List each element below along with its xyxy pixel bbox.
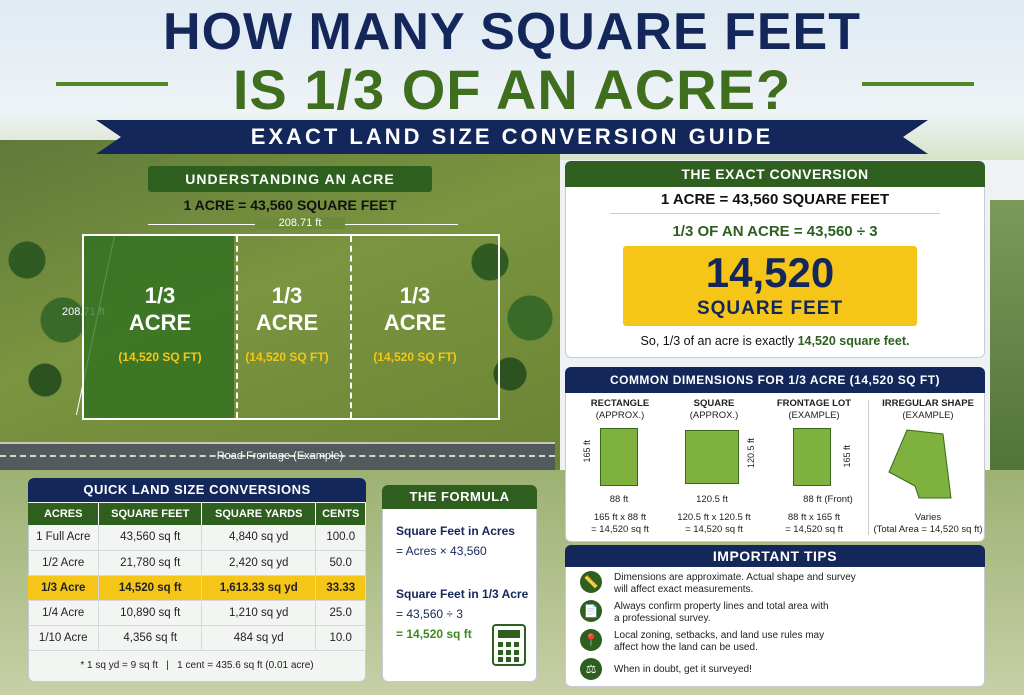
rectangle-bottom-dim: 88 ft: [609, 494, 629, 505]
calculator-icon: [492, 624, 526, 666]
col-acres: ACRES: [28, 503, 100, 525]
irregular-shape: [888, 429, 952, 499]
cell: 1,210 sq yd: [201, 600, 317, 626]
cell: 4,356 sq ft: [98, 625, 202, 651]
formula-line-3: Square Feet in 1/3 Acre: [396, 587, 529, 601]
tips-card: [565, 545, 985, 687]
formula-line-5: = 14,520 sq ft: [396, 627, 472, 641]
title-decoration-left: [56, 82, 168, 86]
square-side-dim: 120.5 ft: [746, 438, 756, 469]
square-bottom-dim: 120.5 ft: [696, 494, 728, 505]
lot-divider-2: [350, 236, 352, 418]
understanding-heading: UNDERSTANDING AN ACRE: [148, 166, 432, 192]
title-line-1: HOW MANY SQUARE FEET: [163, 3, 861, 61]
cell: 1/3 Acre: [28, 575, 100, 601]
cell: 1,613.33 sq yd: [201, 575, 317, 601]
irregular-title: IRREGULAR SHAPE (EXAMPLE): [882, 398, 974, 421]
lot-3-label: 1/3 ACRE (14,520 SQ FT): [373, 283, 457, 364]
conversion-summary: So, 1/3 of an acre is exactly 14,520 squ…: [640, 334, 910, 348]
cell: 1/10 Acre: [28, 625, 100, 651]
conversion-line-1: 1 ACRE = 43,560 SQUARE FEET: [660, 191, 890, 208]
table-row: 1/2 Acre 21,780 sq ft 2,420 sq yd 50.0: [28, 550, 366, 576]
subtitle-ribbon: EXACT LAND SIZE CONVERSION GUIDE: [96, 120, 928, 154]
tip-3: Local zoning, setbacks, and land use rul…: [614, 630, 825, 653]
location-pin-icon: 📍: [580, 629, 602, 651]
cell: 484 sq yd: [201, 625, 317, 651]
formula-line-2: = Acres × 43,560: [396, 544, 487, 558]
result-number: 14,520: [705, 249, 835, 296]
col-square-yards: SQUARE YARDS: [201, 503, 317, 525]
result-unit: SQUARE FEET: [696, 298, 844, 319]
tips-heading: IMPORTANT TIPS: [565, 545, 985, 567]
cell: 50.0: [315, 550, 366, 576]
frontage-side-dim: 165 ft: [842, 445, 852, 468]
cell: 43,560 sq ft: [98, 525, 202, 551]
cell: 100.0: [315, 525, 366, 551]
quick-heading: QUICK LAND SIZE CONVERSIONS: [28, 478, 366, 502]
rectangle-title: RECTANGLE (APPROX.): [590, 398, 650, 421]
quick-footnote: * 1 sq yd = 9 sq ft | 1 cent = 435.6 sq …: [80, 660, 314, 671]
lot-1: [84, 236, 234, 418]
acre-fact: 1 ACRE = 43,560 SQUARE FEET: [183, 197, 397, 213]
frontage-title: FRONTAGE LOT (EXAMPLE): [776, 398, 852, 421]
cell: 33.33: [315, 575, 366, 601]
cell: 25.0: [315, 600, 366, 626]
dimensions-divider: [868, 400, 869, 535]
lot-2-label: 1/3 ACRE (14,520 SQ FT): [245, 283, 329, 364]
col-square-feet: SQUARE FEET: [98, 503, 202, 525]
rectangle-formula: 165 ft x 88 ft = 14,520 sq ft: [591, 512, 649, 535]
table-row: 1/4 Acre 10,890 sq ft 1,210 sq yd 25.0: [28, 600, 366, 626]
width-label: 208.71 ft: [255, 217, 345, 229]
frontage-bottom-dim: 88 ft (Front): [803, 494, 853, 505]
square-shape: [685, 430, 739, 484]
cell: 14,520 sq ft: [98, 575, 202, 601]
quick-table: ACRES SQUARE FEET SQUARE YARDS CENTS 1 F…: [28, 503, 366, 651]
rectangle-shape: [600, 428, 638, 486]
square-title: SQUARE (APPROX.): [689, 398, 739, 421]
ruler-icon: 📏: [580, 571, 602, 593]
tip-2: Always confirm property lines and total …: [614, 601, 829, 624]
tip-4: When in doubt, get it surveyed!: [614, 664, 752, 675]
conversion-line-2: 1/3 OF AN ACRE = 43,560 ÷ 3: [672, 223, 878, 240]
square-formula: 120.5 ft x 120.5 ft = 14,520 sq ft: [677, 512, 751, 535]
tree-line-left: [0, 140, 90, 440]
scales-icon: ⚖: [580, 658, 602, 680]
irregular-formula: Varies (Total Area = 14,520 sq ft): [873, 512, 983, 535]
dimensions-heading: COMMON DIMENSIONS FOR 1/3 ACRE (14,520 S…: [565, 367, 985, 393]
cell: 21,780 sq ft: [98, 550, 202, 576]
cell: 1/2 Acre: [28, 550, 100, 576]
tip-1: Dimensions are approximate. Actual shape…: [614, 572, 856, 595]
table-row-highlighted: 1/3 Acre 14,520 sq ft 1,613.33 sq yd 33.33: [28, 575, 366, 601]
formula-heading: THE FORMULA: [382, 485, 537, 509]
cell: 1/4 Acre: [28, 600, 100, 626]
cell: 4,840 sq yd: [201, 525, 317, 551]
road-center-line: [0, 455, 555, 457]
formula-line-4: = 43,560 ÷ 3: [396, 607, 463, 621]
frontage-formula: 88 ft x 165 ft = 14,520 sq ft: [785, 512, 843, 535]
acre-outline: [82, 234, 500, 420]
cell: 1 Full Acre: [28, 525, 100, 551]
result-box: [623, 246, 917, 326]
lot-divider-1: [236, 236, 238, 418]
title-decoration-right: [862, 82, 974, 86]
table-row: 1/10 Acre 4,356 sq ft 484 sq yd 10.0: [28, 625, 366, 651]
tree-line-right: [460, 150, 560, 430]
cell: 10.0: [315, 625, 366, 651]
cell: 10,890 sq ft: [98, 600, 202, 626]
cell: 2,420 sq yd: [201, 550, 317, 576]
conversion-divider: [610, 213, 940, 214]
document-icon: 📄: [580, 600, 602, 622]
formula-card: [382, 485, 537, 682]
rectangle-side-dim: 165 ft: [582, 440, 592, 463]
col-cents: CENTS: [315, 503, 366, 525]
title-line-2: IS 1/3 OF AN ACRE?: [232, 58, 792, 121]
formula-line-1: Square Feet in Acres: [396, 524, 515, 538]
table-row: 1 Full Acre 43,560 sq ft 4,840 sq yd 100.0: [28, 525, 366, 551]
frontage-shape: [793, 428, 831, 486]
road-label: Road Frontage (Example): [216, 450, 344, 462]
lot-1-label: 1/3 ACRE (14,520 SQ FT): [118, 283, 202, 364]
quick-table-wrap: ACRES SQUARE FEET SQUARE YARDS CENTS 1 F…: [28, 503, 366, 651]
conversion-heading: THE EXACT CONVERSION: [565, 161, 985, 187]
